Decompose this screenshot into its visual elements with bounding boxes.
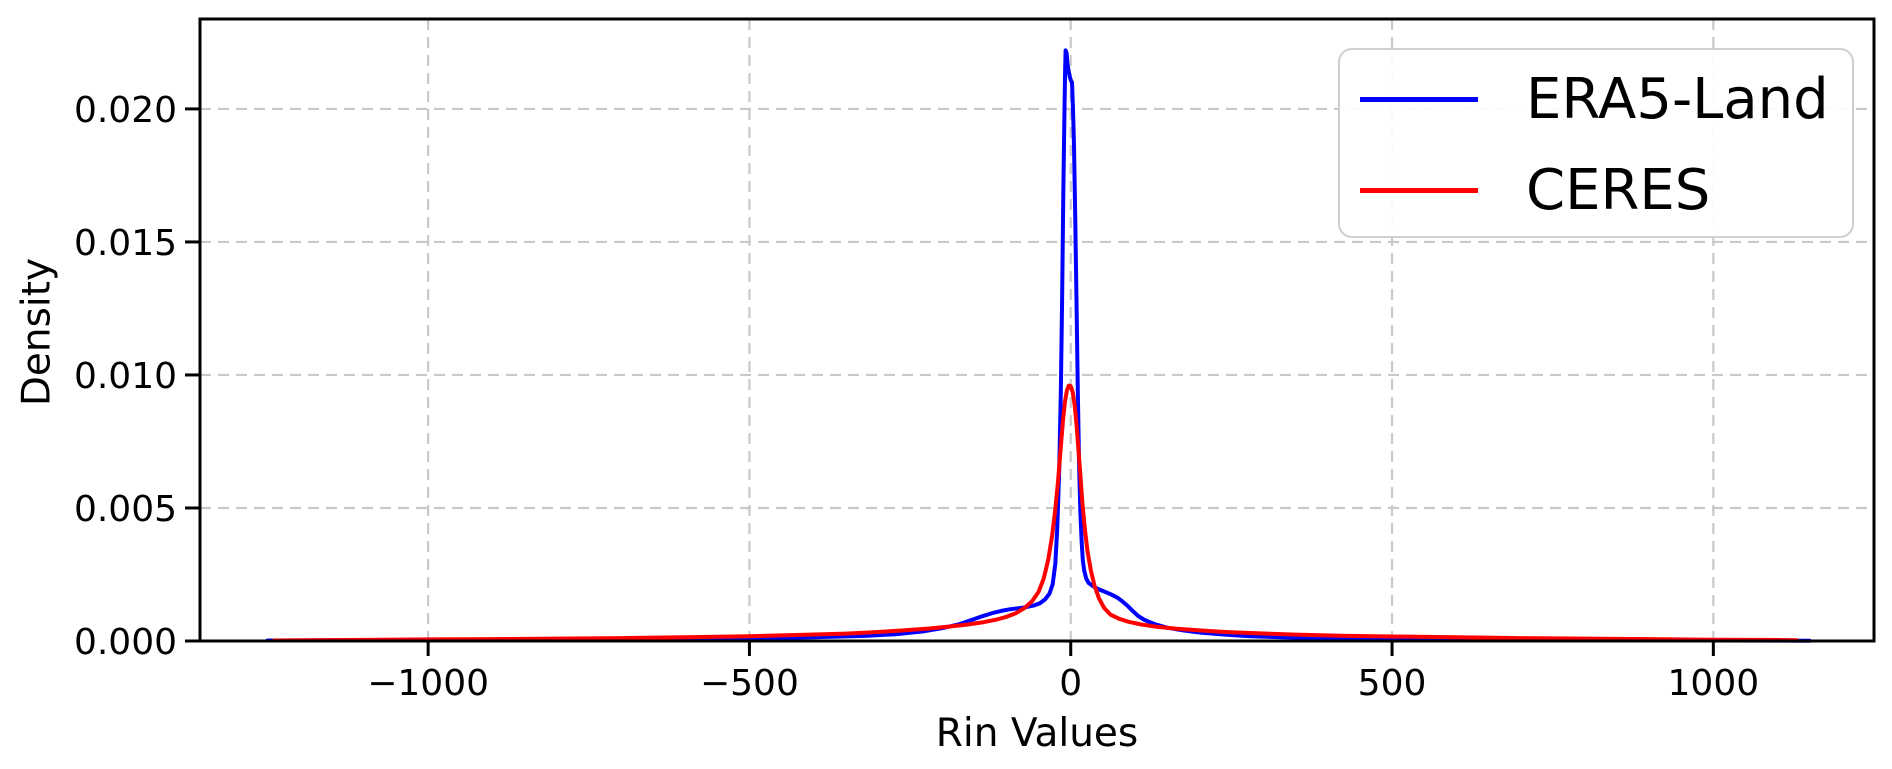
y-tick-label-0.010: 0.010 (74, 356, 177, 397)
x-tick-label-−500: −500 (700, 663, 799, 704)
legend-label-era5-land: ERA5-Land (1526, 66, 1829, 132)
plot-border (198, 17, 1876, 643)
y-axis-label: Density (14, 257, 60, 407)
legend-label-ceres: CERES (1526, 157, 1711, 223)
y-tick-label-0.020: 0.020 (74, 90, 177, 131)
x-tick-label-500: 500 (1358, 663, 1427, 704)
x-axis-label: Rin Values (935, 711, 1139, 756)
ceres-curve (271, 383, 1799, 643)
y-tick-label-0.005: 0.005 (74, 489, 177, 530)
ceres-line-swatch (1360, 188, 1478, 193)
x-tick-label-−1000: −1000 (367, 663, 489, 704)
y-tick-label-0.000: 0.000 (74, 622, 177, 663)
era5-land-line-swatch (1360, 97, 1478, 102)
y-tick-label-0.015: 0.015 (74, 223, 177, 264)
legend: ERA5-Land CERES (1338, 48, 1854, 238)
legend-item-ceres: CERES (1340, 145, 1852, 236)
legend-item-era5-land: ERA5-Land (1340, 54, 1852, 145)
x-tick-label-1000: 1000 (1668, 663, 1760, 704)
x-tick-label-0: 0 (1059, 663, 1082, 704)
curves (265, 48, 1812, 643)
